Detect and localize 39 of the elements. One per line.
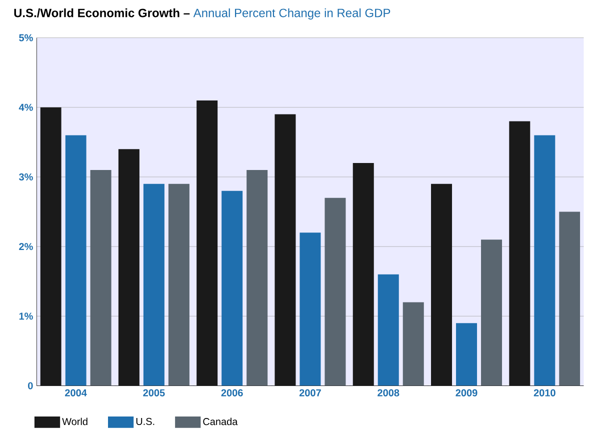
bar: [168, 184, 190, 386]
y-tick-label: 0: [28, 382, 33, 390]
x-tick-label: 2008: [378, 389, 400, 396]
bar: [196, 100, 218, 386]
bar: [352, 163, 374, 386]
bar: [143, 184, 164, 386]
y-tick-label: 3%: [18, 173, 33, 180]
bar: [40, 107, 62, 386]
bar: [509, 121, 530, 386]
bar: [431, 184, 452, 386]
bar: [481, 240, 502, 386]
bar: [274, 114, 296, 386]
x-tick-label: 2004: [65, 389, 87, 396]
x-tick-label: 2006: [221, 389, 243, 396]
x-tick-label: 2009: [456, 389, 478, 396]
bar: [456, 323, 478, 386]
bar: [90, 170, 112, 386]
bar: [324, 198, 346, 386]
chart-subtitle: Annual Percent Change in Real GDP: [193, 8, 390, 20]
bar: [222, 190, 243, 386]
bar: [65, 135, 86, 386]
chart-title: U.S./World Economic Growth –: [14, 8, 190, 18]
y-tick-label: 2%: [19, 243, 33, 250]
bar: [300, 232, 321, 386]
y-tick-label: 4%: [18, 104, 33, 111]
legend-label: U.S.: [136, 418, 154, 425]
x-tick-label: 2005: [143, 389, 165, 396]
bar: [118, 149, 140, 386]
legend-label: World: [62, 418, 88, 426]
y-tick-label: 5%: [19, 34, 33, 42]
x-tick-label: 2010: [534, 389, 556, 396]
y-tick-label: 1%: [19, 312, 33, 320]
bar: [534, 135, 556, 386]
bar: [559, 212, 580, 386]
bar: [402, 302, 424, 386]
bar: [378, 274, 399, 386]
bar: [246, 170, 268, 386]
legend-label: Canada: [203, 418, 238, 426]
x-tick-label: 2007: [299, 389, 321, 396]
